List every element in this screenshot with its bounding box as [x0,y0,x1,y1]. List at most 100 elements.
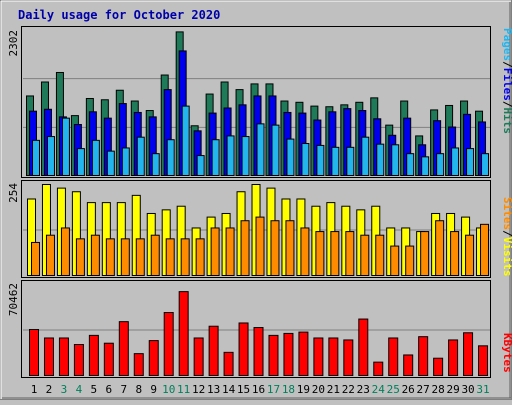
pages-bar [391,144,400,177]
pages-bar [166,139,175,177]
day-label: 26 [402,383,415,396]
kbytes-bar [88,334,99,377]
kbytes-bar [343,339,354,376]
sites-bar [31,241,40,277]
pages-bar [211,139,220,177]
sites-bar [360,234,370,277]
sites-bar [45,234,55,277]
legend-sites: Sites [501,197,512,230]
sites-bar [240,220,250,276]
pages-bar [241,136,250,176]
pages-bar [151,153,160,176]
pages-bar [256,123,265,176]
day-label: 6 [106,383,113,396]
kbytes-bar [163,312,174,376]
sites-bar [195,238,205,276]
kbytes-bar [58,337,69,377]
kbytes-bar [268,334,279,377]
sites-bar [150,234,160,277]
chart-title: Daily usage for October 2020 [18,8,220,22]
kbytes-bar [448,339,459,376]
kbytes-bar [118,321,129,376]
sites-bar [135,238,145,276]
day-label: 16 [252,383,265,396]
sites-bar [270,220,280,276]
day-label: 28 [432,383,445,396]
pages-bar [181,105,190,176]
day-label: 24 [372,383,386,396]
pages-bar [286,138,295,177]
legend-files: Files [501,68,512,101]
sites-bar [255,216,265,276]
day-label: 2 [46,383,53,396]
sites-bar [180,238,190,276]
pages-bar [226,135,235,176]
bars-layer [26,31,490,377]
sites-bar [165,238,175,276]
legend-separator: / [501,61,512,68]
pages-bar [76,148,85,176]
day-label: 31 [476,383,489,396]
kbytes-bar [463,332,474,376]
pages-bar [361,136,370,176]
pages-bar [481,153,490,176]
kbytes-bar [388,337,399,377]
pages-bar [106,150,115,176]
sites-bar [285,220,295,276]
legend-pages: Pages [501,28,512,61]
pages-bar [46,136,55,176]
day-label: 11 [177,383,190,396]
kbytes-bar [478,345,489,377]
pages-bar [331,146,340,176]
pages-bar [271,124,280,176]
pages-bar [376,143,385,177]
sites-bar [105,238,115,276]
visits-max-label: 254 [7,183,20,203]
sites-bar [120,238,130,276]
legend-separator: / [501,230,512,237]
pages-bar [136,136,145,176]
day-label: 23 [357,383,370,396]
sites-bar [420,231,430,276]
kbytes-bar [43,337,54,377]
legend-hits: Hits [501,108,512,135]
day-label: 27 [417,383,430,396]
pages-bar [316,144,325,176]
day-label: 18 [282,383,295,396]
sites-bar [405,245,415,276]
sites-bar [345,231,355,276]
legend-separator: / [501,101,512,108]
day-label: 30 [461,383,474,396]
day-label: 19 [297,383,310,396]
pages-bar [466,148,475,176]
day-label: 15 [237,383,250,396]
kbytes-bar [133,353,144,377]
sites-bar [465,234,475,277]
day-label: 13 [207,383,220,396]
kbytes-bar [29,328,39,376]
hits-max-label: 2302 [7,30,20,57]
sites-bar [225,227,235,277]
pages-bar [421,156,430,176]
kbytes-bar [238,322,249,376]
kbytes-bar [298,331,309,376]
sites-bar [480,223,490,276]
kbytes-bar [103,342,114,376]
legend-kbytes: KBytes [501,333,512,373]
kbytes-bar [253,327,264,377]
pages-bar [406,153,415,176]
kbytes-bar [403,354,414,377]
kbytes-bar [433,357,444,376]
sites-bar [210,227,220,277]
kbytes-bar [313,337,324,377]
sites-bar [375,234,385,277]
visits-panel-legend: Sites/Visits [501,197,512,277]
pages-bar [196,155,205,176]
hits-panel-legend: Pages/Files/Hits [501,28,512,134]
kbytes-bar [148,340,159,376]
pages-bar [32,139,40,177]
day-label: 9 [150,383,157,396]
kbytes-max-label: 70462 [7,283,20,316]
